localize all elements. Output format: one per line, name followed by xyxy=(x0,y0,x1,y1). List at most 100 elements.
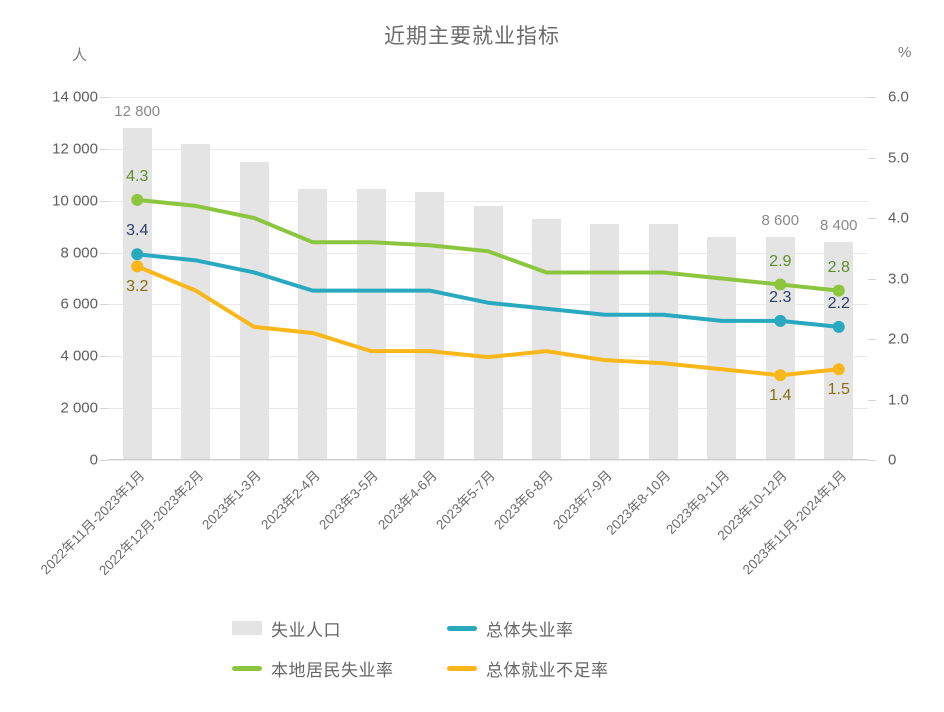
data-point-marker[interactable] xyxy=(131,260,144,273)
bar[interactable] xyxy=(707,237,737,460)
left-axis-tick-label: 8 000 xyxy=(60,244,98,262)
right-axis-tick-mark xyxy=(868,218,876,219)
x-axis-label: 2022年12月-2023年2月 xyxy=(95,467,207,579)
left-axis-unit-label: 人 xyxy=(72,47,88,64)
bar[interactable] xyxy=(181,143,211,460)
line-value-label: 3.4 xyxy=(126,222,149,240)
x-axis-label: 2023年11月-2024年1月 xyxy=(739,467,850,578)
right-axis-tick-label: 6.0 xyxy=(888,88,909,106)
data-point-marker[interactable] xyxy=(832,284,845,297)
bar[interactable] xyxy=(765,237,795,460)
left-axis-tick-mark xyxy=(100,408,108,410)
data-point-marker[interactable] xyxy=(131,193,144,206)
left-axis-tick-mark xyxy=(100,200,108,202)
data-point-marker[interactable] xyxy=(774,314,787,327)
right-axis-tick-mark xyxy=(868,157,876,159)
legend-label: 总体就业不足率 xyxy=(486,660,609,680)
bar-value-label: 12 800 xyxy=(114,103,161,121)
right-axis-tick-mark xyxy=(868,97,876,98)
bar[interactable] xyxy=(824,242,854,460)
data-point-marker[interactable] xyxy=(832,363,845,376)
right-axis-tick-label: 2.0 xyxy=(888,330,909,348)
line-value-label: 4.3 xyxy=(126,167,149,185)
left-axis-tick-label: 14 000 xyxy=(52,88,98,106)
legend-line-swatch-icon xyxy=(447,665,477,671)
line-value-label: 2.2 xyxy=(827,294,850,312)
x-axis-label: 2023年9-11月 xyxy=(662,467,733,538)
bar[interactable] xyxy=(473,205,503,460)
bar[interactable] xyxy=(122,128,152,460)
gridline xyxy=(108,460,868,461)
right-axis-tick-label: 5.0 xyxy=(888,149,909,166)
x-axis-label: 2022年11月-2023年1月 xyxy=(38,467,148,578)
left-axis-tick-mark xyxy=(100,460,108,461)
left-axis-tick-label: 2 000 xyxy=(60,399,98,417)
x-axis-label: 2023年3-5月 xyxy=(316,467,381,533)
right-axis-tick-mark xyxy=(868,278,876,280)
data-point-marker[interactable] xyxy=(832,320,845,333)
x-axis-label: 2023年1-3月 xyxy=(199,467,265,533)
data-point-marker[interactable] xyxy=(131,248,144,261)
left-axis-tick-mark xyxy=(100,356,108,358)
bar-value-label: 8 600 xyxy=(761,212,800,229)
legend-row-1: 失业人口 总体失业率 xyxy=(232,608,712,648)
x-axis-baseline xyxy=(108,459,868,460)
legend-item-local-resident-unemployment-rate[interactable]: 本地居民失业率 xyxy=(232,656,447,681)
chart-title: 近期主要就业指标 xyxy=(384,25,560,48)
bar[interactable] xyxy=(356,189,386,460)
right-axis-tick-mark xyxy=(868,399,876,401)
left-axis-tick-label: 4 000 xyxy=(60,347,98,365)
right-axis-tick-mark xyxy=(868,339,876,340)
line-value-label: 2.8 xyxy=(827,258,850,276)
legend-item-overall-underemployment-rate[interactable]: 总体就业不足率 xyxy=(447,656,662,681)
gridline xyxy=(108,200,868,202)
bar[interactable] xyxy=(298,189,328,460)
right-axis-tick-label: 1.0 xyxy=(888,391,909,408)
right-axis-tick-label: 4.0 xyxy=(888,209,909,227)
x-axis-label: 2023年8-10月 xyxy=(603,467,674,538)
left-axis-tick-mark xyxy=(100,252,108,254)
line-value-label: 2.3 xyxy=(769,288,792,306)
left-axis-tick-mark xyxy=(100,304,108,306)
left-axis-tick-mark xyxy=(100,97,108,98)
bar-value-label: 8 400 xyxy=(819,217,858,235)
legend-item-unemployed-population[interactable]: 失业人口 xyxy=(232,616,447,641)
legend-row-2: 本地居民失业率 总体就业不足率 xyxy=(232,648,712,688)
x-axis-label: 2023年10-12月 xyxy=(714,467,791,544)
gridline xyxy=(108,97,868,98)
bar[interactable] xyxy=(415,191,445,460)
left-axis-tick-label: 6 000 xyxy=(60,295,98,313)
legend-item-overall-unemployment-rate[interactable]: 总体失业率 xyxy=(447,616,662,641)
x-axis-label: 2023年5-7月 xyxy=(433,467,498,533)
bar[interactable] xyxy=(590,224,620,460)
x-axis-label: 2023年2-4月 xyxy=(257,467,323,533)
legend-label: 本地居民失业率 xyxy=(271,660,394,680)
legend-bar-swatch-icon xyxy=(232,621,262,635)
line-value-label: 3.2 xyxy=(126,278,149,296)
legend-label: 失业人口 xyxy=(271,620,341,640)
line-value-label: 1.5 xyxy=(827,381,850,399)
bar[interactable] xyxy=(648,224,678,460)
bar[interactable] xyxy=(531,218,561,460)
bar[interactable] xyxy=(239,161,269,460)
x-axis-label: 2023年6-8月 xyxy=(491,467,557,533)
data-point-marker[interactable] xyxy=(774,369,787,382)
line-value-label: 1.4 xyxy=(769,387,792,405)
gridline xyxy=(108,148,868,150)
line-path xyxy=(135,252,841,329)
left-axis-tick-label: 0 xyxy=(89,451,98,469)
legend-line-swatch-icon xyxy=(232,665,262,671)
data-point-marker[interactable] xyxy=(774,278,787,291)
right-axis-tick-mark xyxy=(868,460,876,461)
right-axis-unit-label: % xyxy=(898,44,912,61)
line-path xyxy=(135,197,841,293)
right-axis-tick-label: 3.0 xyxy=(888,270,909,287)
x-axis-label: 2023年7-9月 xyxy=(550,467,615,533)
line-series-layer xyxy=(131,193,845,382)
chart-legend: 失业人口 总体失业率 本地居民失业率 总体就业不足率 xyxy=(232,608,712,688)
legend-line-swatch-icon xyxy=(447,625,477,631)
x-axis-label: 2023年4-6月 xyxy=(374,467,440,533)
left-axis-tick-label: 10 000 xyxy=(52,192,98,210)
